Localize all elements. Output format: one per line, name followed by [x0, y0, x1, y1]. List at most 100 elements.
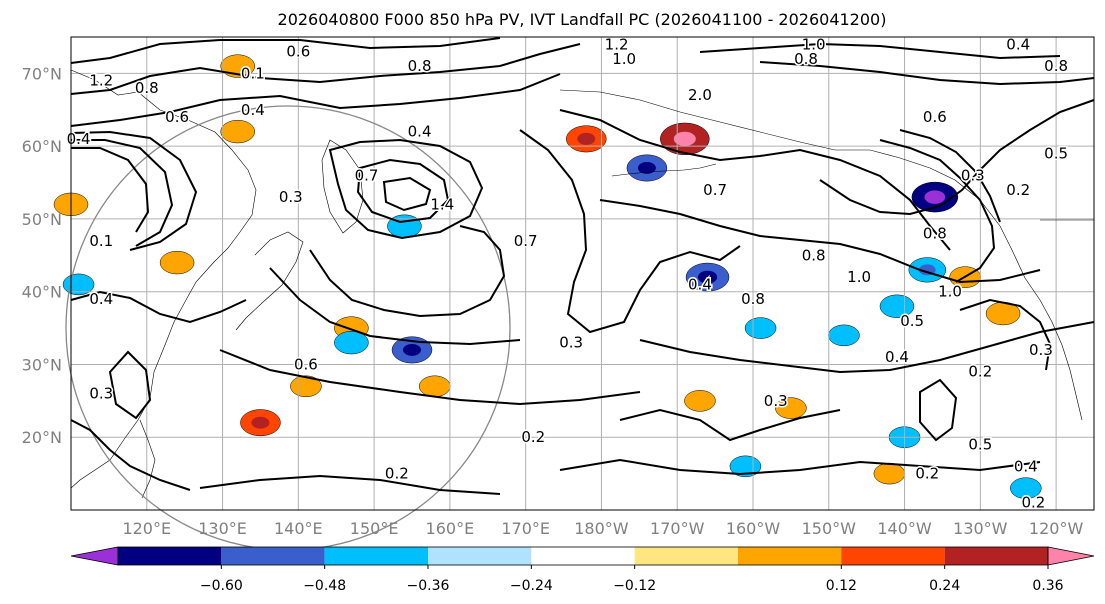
map-panel: 0.41.2 0.80.60.10.6 1.21.00.82.01.00.80.40… — [53, 34, 1095, 551]
ivt-shaded-patch — [744, 317, 777, 339]
pv-contour — [639, 321, 1095, 374]
lon-tick-label: 120°E — [122, 519, 171, 538]
contour-label: 0.2 — [968, 363, 992, 381]
contour-label: 0.6 — [923, 108, 947, 126]
lon-tick-label: 160°E — [426, 519, 475, 538]
contour-label: 0.3 — [764, 392, 788, 410]
ivt-shaded-patch — [873, 462, 906, 485]
contour-label: 0.1 — [89, 232, 113, 250]
contour-label: 0.7 — [514, 232, 538, 250]
contour-label: 0.2 — [1006, 181, 1030, 199]
coastline-philippines — [139, 419, 156, 499]
contour-label: 0.8 — [1044, 57, 1068, 75]
chart-title: 2026040800 F000 850 hPa PV, IVT Landfall… — [278, 10, 887, 29]
ivt-shaded-core — [697, 270, 718, 284]
ivt-shaded-patch — [387, 214, 422, 238]
pv-contour — [309, 225, 506, 318]
contour-label: 0.5 — [1044, 144, 1068, 162]
pv-contour — [70, 290, 247, 324]
pv-contour — [382, 176, 432, 212]
ivt-shaded-patch — [828, 324, 860, 347]
lon-tick-label: 170°W — [650, 519, 705, 538]
contour-label: 0.4 — [1014, 457, 1038, 475]
ivt-shaded-patch — [418, 375, 451, 398]
colorbar-bin — [944, 547, 1048, 565]
pv-contour — [70, 419, 191, 491]
contour-label: 1.0 — [847, 268, 871, 286]
ivt-shaded-patch — [334, 330, 369, 355]
contour-label: 0.5 — [968, 436, 992, 454]
colorbar-bin — [841, 547, 945, 565]
pv-contour — [959, 298, 1052, 371]
contour-label: 0.3 — [89, 385, 113, 403]
contour-label: 0.4 — [885, 348, 909, 366]
map-frame — [70, 36, 1095, 511]
colorbar-extend-low — [70, 546, 119, 566]
contour-label: 0.4 — [408, 123, 432, 141]
coastlines — [70, 69, 1094, 499]
lon-tick-label: 140°E — [274, 519, 323, 538]
contour-label: 0.2 — [521, 428, 545, 446]
pv-contour — [70, 43, 581, 95]
colorbar-bin — [221, 547, 325, 565]
pv-contour — [219, 349, 641, 406]
lon-tick-label: 150°E — [350, 519, 399, 538]
coastline-japan — [235, 231, 304, 331]
ivt-shading-layer — [53, 54, 1042, 499]
pv-contour — [71, 147, 150, 233]
pv-contours — [70, 37, 1095, 495]
pv-contour — [70, 73, 561, 127]
contour-label: 1.2 — [605, 35, 629, 53]
contour-label: 0.8 — [135, 79, 159, 97]
contour-label: 1.2 — [89, 72, 113, 90]
lon-tick-label: 160°W — [726, 519, 781, 538]
coastline-aleutians — [611, 163, 717, 177]
ivt-shaded-patch — [879, 294, 915, 318]
contour-label: 0.8 — [802, 246, 826, 264]
pv-contour — [919, 378, 958, 442]
contour-label: 0.3 — [279, 188, 303, 206]
colorbar-tick-label: 0.12 — [826, 578, 857, 594]
lat-tick-label: 40°N — [22, 283, 62, 302]
pv-contour — [269, 267, 521, 346]
longitude-tick-labels: 120°E 130°E 140°E 150°E 160°E 170°E 180°W 170°W… — [122, 519, 1083, 538]
ivt-shaded-core — [403, 343, 421, 356]
pv-contour — [879, 139, 996, 283]
lat-tick-label: 30°N — [22, 355, 62, 374]
contour-label: 0.5 — [900, 312, 924, 330]
colorbar-frame — [117, 546, 1049, 566]
lon-tick-label: 130°E — [198, 519, 247, 538]
colorbar-tick-labels: −0.60−0.48−0.36−0.24−0.120.120.240.360.4… — [200, 565, 1064, 594]
contour-label: 1.0 — [802, 35, 826, 53]
lon-tick-label: 130°W — [953, 519, 1008, 538]
contour-label: 0.4 — [688, 275, 712, 293]
contour-label: 0.4 — [67, 130, 91, 148]
coastline-asia — [70, 69, 257, 489]
contour-label: 0.3 — [961, 166, 985, 184]
colorbar-tick-label: −0.12 — [613, 578, 656, 594]
contour-label: 0.4 — [241, 101, 265, 119]
contour-label: 1.0 — [612, 50, 636, 68]
pv-contour — [559, 109, 951, 251]
pv-contour — [899, 129, 1001, 223]
pv-contour — [328, 138, 484, 240]
ivt-shaded-core — [251, 416, 270, 429]
colorbar: −0.60−0.48−0.36−0.24−0.120.120.240.360.4… — [70, 546, 1095, 594]
contour-label: 0.4 — [89, 290, 113, 308]
lon-tick-label: 120°W — [1029, 519, 1084, 538]
contour-label: 0.7 — [703, 181, 727, 199]
contour-label: 0.4 — [1006, 35, 1030, 53]
contour-label: 0.6 — [286, 43, 310, 61]
lat-tick-label: 60°N — [22, 137, 62, 156]
ivt-shaded-core — [924, 190, 946, 204]
colorbar-bin — [738, 547, 842, 565]
colorbar-tick-label: 0.24 — [929, 578, 960, 594]
colorbar-tick-label: 0.36 — [1032, 578, 1063, 594]
colorbar-tick-label: −0.60 — [200, 578, 243, 594]
colorbar-bin — [324, 547, 428, 565]
pv-contour — [819, 99, 1095, 216]
contour-label: 0.1 — [241, 64, 265, 82]
contour-label: 0.8 — [408, 57, 432, 75]
contour-label: 0.6 — [294, 355, 318, 373]
